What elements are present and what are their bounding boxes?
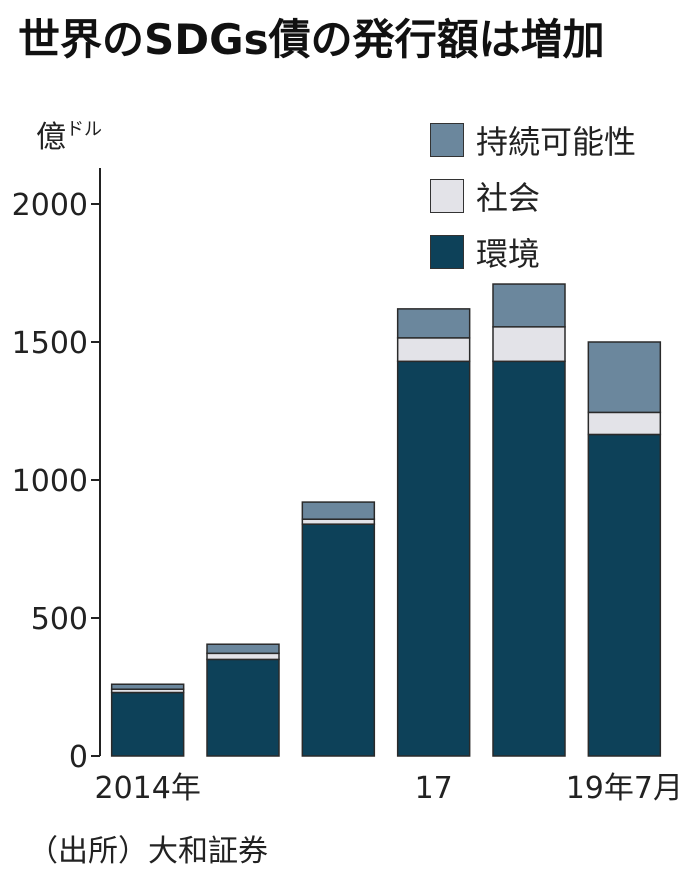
bar-segment: [587, 411, 662, 436]
bar-segment: [396, 360, 471, 757]
y-tick-label: 1000: [12, 464, 88, 499]
bar-segment: [492, 283, 566, 328]
bar-segment: [301, 523, 376, 757]
bar-segment: [492, 360, 566, 757]
legend-item-social: 社会: [430, 168, 636, 224]
unit-main: 億: [36, 120, 66, 155]
bar-segment: [396, 308, 471, 339]
bar-segment: [110, 683, 185, 690]
x-tick-label: 17: [415, 771, 453, 806]
bar-segment: [587, 341, 662, 414]
legend-swatch-sustainability: [430, 123, 464, 157]
x-tick-label: 2014年: [94, 771, 200, 806]
legend-swatch-social: [430, 179, 464, 213]
legend-item-sustainability: 持続可能性: [430, 112, 636, 168]
bar-segment: [110, 691, 185, 757]
y-axis-unit: 億ドル: [36, 112, 102, 156]
bar-segment: [301, 501, 376, 520]
y-tick-label: 1500: [12, 326, 88, 361]
bar-segment: [206, 643, 280, 655]
bar-segment: [396, 337, 471, 363]
source-note: （出所）大和証券: [28, 834, 268, 869]
bar-segment: [206, 652, 280, 661]
bar-segment: [492, 326, 566, 363]
y-tick-label: 2000: [12, 188, 88, 223]
bar-segment: [587, 433, 662, 757]
legend-label-environment: 環境: [476, 235, 541, 273]
unit-sup: ドル: [66, 119, 102, 140]
legend-item-environment: 環境: [430, 224, 636, 280]
legend-swatch-environment: [430, 235, 464, 269]
y-tick-label: 500: [31, 602, 88, 637]
legend-label-social: 社会: [476, 179, 541, 217]
y-tick-label: 0: [69, 740, 88, 775]
legend-label-sustainability: 持続可能性: [476, 123, 637, 161]
x-tick-label: 19年7月: [566, 771, 683, 806]
bar-segment: [206, 658, 280, 757]
chart-title: 世界のSDGs債の発行額は増加: [18, 15, 605, 64]
legend: 持続可能性 社会 環境: [430, 112, 636, 280]
